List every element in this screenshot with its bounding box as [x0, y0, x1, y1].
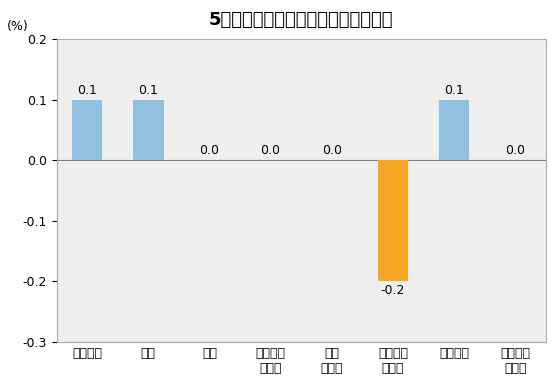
Bar [439, 100, 470, 160]
Bar [378, 160, 408, 281]
Text: 0.0: 0.0 [505, 144, 525, 157]
Text: 0.1: 0.1 [138, 84, 158, 96]
Text: 0.0: 0.0 [261, 144, 281, 157]
Text: 0.1: 0.1 [77, 84, 97, 96]
Text: 0.0: 0.0 [322, 144, 342, 157]
Bar [72, 100, 102, 160]
Y-axis label: (%): (%) [7, 20, 28, 33]
Title: 5月份居民消费价格分类别环比涨跌幅: 5月份居民消费价格分类别环比涨跌幅 [209, 11, 393, 29]
Text: 0.0: 0.0 [199, 144, 219, 157]
Bar [133, 100, 164, 160]
Text: -0.2: -0.2 [381, 284, 405, 298]
Text: 0.1: 0.1 [444, 84, 464, 96]
